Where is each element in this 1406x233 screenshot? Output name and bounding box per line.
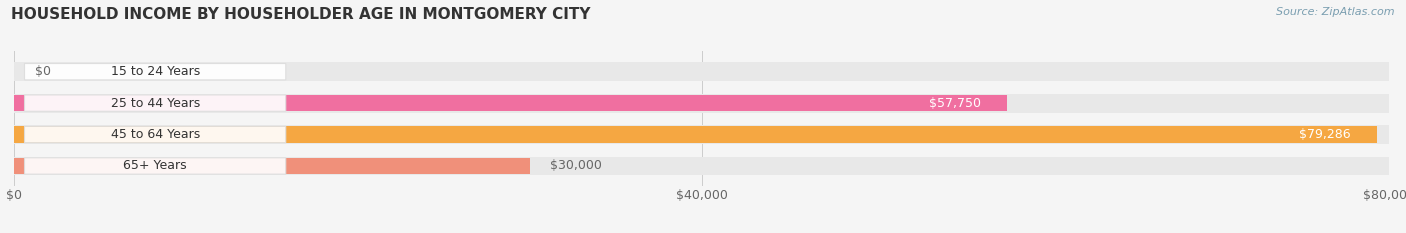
Text: 25 to 44 Years: 25 to 44 Years xyxy=(111,97,200,110)
Bar xyxy=(14,95,1007,111)
Text: 15 to 24 Years: 15 to 24 Years xyxy=(111,65,200,78)
Bar xyxy=(14,158,530,174)
Bar xyxy=(14,94,1389,113)
Bar xyxy=(14,125,1389,144)
Text: $79,286: $79,286 xyxy=(1299,128,1351,141)
Text: HOUSEHOLD INCOME BY HOUSEHOLDER AGE IN MONTGOMERY CITY: HOUSEHOLD INCOME BY HOUSEHOLDER AGE IN M… xyxy=(11,7,591,22)
Bar xyxy=(14,157,1389,175)
Text: 45 to 64 Years: 45 to 64 Years xyxy=(111,128,200,141)
FancyBboxPatch shape xyxy=(24,126,285,143)
Text: $0: $0 xyxy=(35,65,51,78)
Text: $57,750: $57,750 xyxy=(929,97,981,110)
FancyBboxPatch shape xyxy=(24,64,285,80)
Text: $30,000: $30,000 xyxy=(550,159,602,172)
Text: Source: ZipAtlas.com: Source: ZipAtlas.com xyxy=(1277,7,1395,17)
Bar xyxy=(14,126,1376,143)
FancyBboxPatch shape xyxy=(24,95,285,111)
Text: 65+ Years: 65+ Years xyxy=(124,159,187,172)
FancyBboxPatch shape xyxy=(24,158,285,174)
Bar xyxy=(14,62,1389,81)
